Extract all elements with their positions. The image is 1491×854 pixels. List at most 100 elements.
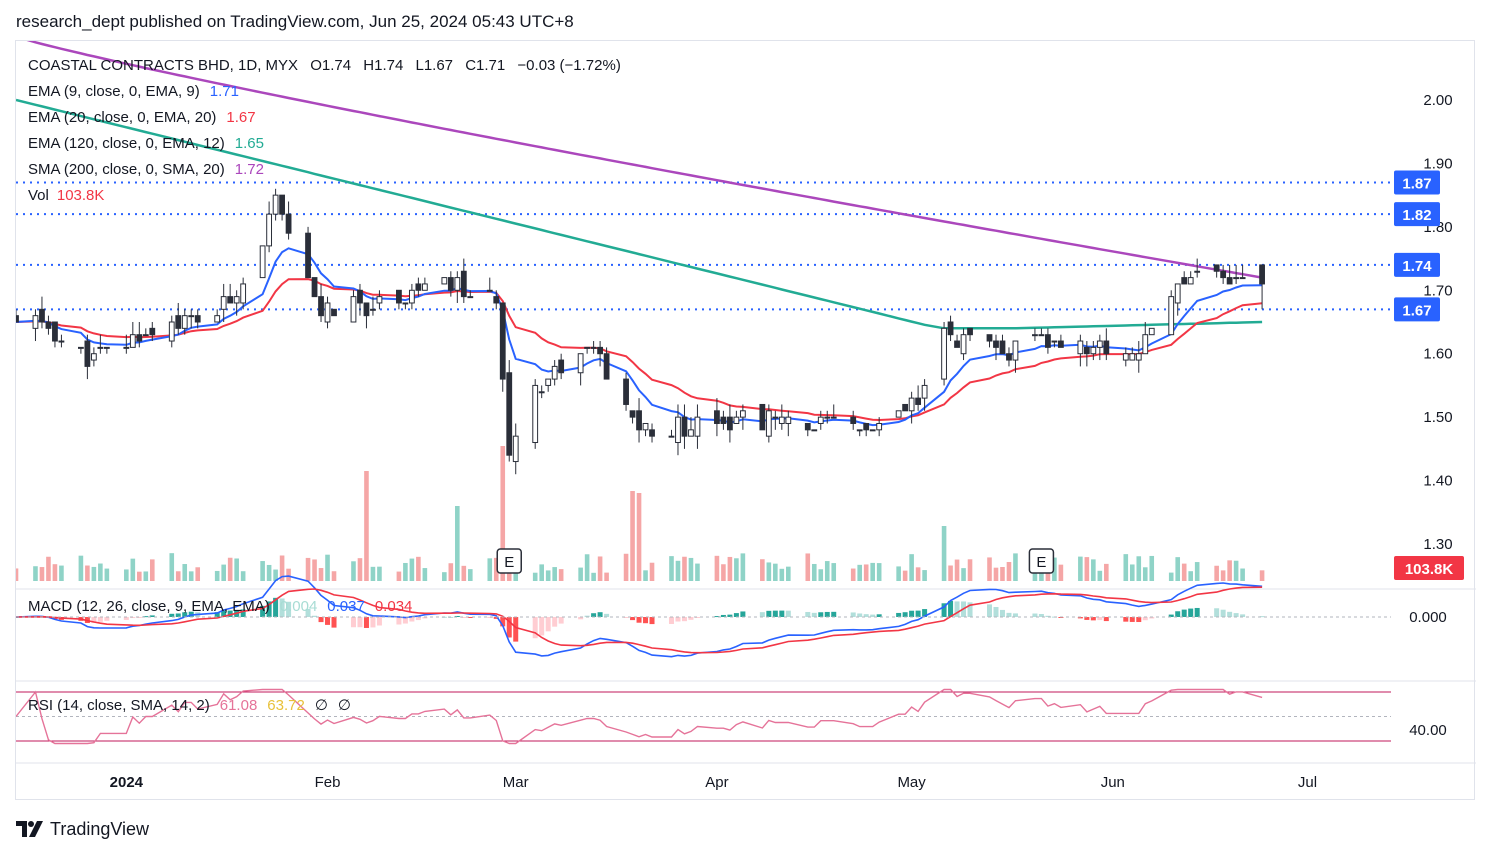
macd-hist-bar xyxy=(597,612,603,617)
candle-body xyxy=(331,308,337,317)
volume-bar xyxy=(558,569,564,581)
macd-hist-bar xyxy=(493,617,499,619)
candle-body xyxy=(1096,340,1103,348)
candle-body xyxy=(558,359,565,374)
macd-hist-bar xyxy=(1045,615,1051,617)
candle-body xyxy=(629,410,636,418)
volume-bar xyxy=(143,571,149,581)
macd-hist-bar xyxy=(350,617,356,628)
volume-bar xyxy=(364,471,369,581)
ema20-value: 1.67 xyxy=(226,109,255,126)
candle-body xyxy=(168,321,175,342)
volume-bar xyxy=(675,560,681,581)
candle-body xyxy=(1045,334,1051,348)
legend-change: −0.03 (−1.72%) xyxy=(517,57,620,74)
macd-hist-bar xyxy=(643,617,649,624)
candle-body xyxy=(78,346,84,349)
sma200-line xyxy=(15,35,1263,279)
candle-body xyxy=(947,321,954,336)
candle-body xyxy=(1057,340,1064,348)
candle-body xyxy=(856,429,863,432)
volume-bar xyxy=(863,564,869,581)
candle-body xyxy=(967,327,973,336)
volume-bar xyxy=(623,553,629,581)
macd-hist-bar xyxy=(818,612,824,617)
macd-signal-line xyxy=(15,586,1263,654)
moving-average-lines xyxy=(15,35,1263,427)
volume-bar xyxy=(727,556,733,581)
volume-bar xyxy=(1188,571,1193,581)
candle-body xyxy=(584,346,591,349)
macd-hist-bar xyxy=(967,602,973,617)
level-price-label: 1.82 xyxy=(1402,207,1431,224)
macd-hist-bar xyxy=(623,617,629,618)
macd-hist-bar xyxy=(214,612,220,617)
macd-hist-bar xyxy=(688,617,694,620)
macd-hist-bar xyxy=(182,612,188,617)
macd-hist-bar xyxy=(1194,607,1200,617)
macd-line xyxy=(15,575,1263,658)
macd-hist-bar xyxy=(1038,613,1044,617)
volume-bar xyxy=(948,565,953,581)
macd-hist-bar xyxy=(487,617,493,618)
volume-bar xyxy=(279,555,285,581)
volume-bar xyxy=(409,558,415,581)
candles xyxy=(13,188,1265,475)
candle-body xyxy=(1077,340,1084,355)
macd-hist-bar xyxy=(415,617,421,621)
macd-hist-bar xyxy=(376,617,382,626)
candle-body xyxy=(1239,277,1246,280)
price-tick-label: 1.50 xyxy=(1423,409,1452,426)
macd-hist-bar xyxy=(954,601,960,617)
macd-hist-bar xyxy=(1188,608,1194,617)
volume-bar xyxy=(286,568,291,581)
candle-body xyxy=(1233,277,1240,280)
macd-hist-bar xyxy=(915,610,921,617)
candle-body xyxy=(357,289,363,304)
candle-body xyxy=(636,410,642,431)
volume-bar xyxy=(811,563,817,581)
macd-hist-bar xyxy=(169,613,175,617)
candle-body xyxy=(778,416,785,424)
axes: 2.001.901.801.701.601.501.401.301.871.82… xyxy=(16,92,1476,791)
volume-bar xyxy=(896,566,901,581)
macd-hist-bar xyxy=(811,612,817,617)
level-price-tag xyxy=(1394,202,1440,227)
macd-hist-bar xyxy=(500,617,506,627)
volume-bar xyxy=(870,562,875,581)
macd-hist-bar xyxy=(461,617,467,618)
rsi-legend: RSI (14, close, SMA, 14, 2) 61.08 63.72 ∅ ∅ xyxy=(28,697,351,714)
rsi-ma-value: 63.72 xyxy=(267,697,305,714)
candle-body xyxy=(714,410,720,424)
macd-hist-bar xyxy=(1220,609,1226,617)
candle-body xyxy=(240,283,247,304)
candle-body xyxy=(532,384,539,444)
volume-bar xyxy=(39,567,45,581)
volume-bar xyxy=(1142,567,1148,581)
volume-bar xyxy=(1013,553,1018,581)
publisher-header: research_dept published on TradingView.c… xyxy=(16,12,574,31)
macd-hist-bar xyxy=(857,613,863,617)
volume-bar xyxy=(876,563,882,581)
volume-bar xyxy=(714,555,720,581)
macd-hist-bar xyxy=(675,617,681,622)
last-volume-tag xyxy=(1394,556,1464,580)
macd-hist-bar xyxy=(948,600,954,617)
candle-body xyxy=(142,334,149,337)
volume-bar xyxy=(1175,557,1181,581)
price-tick-label: 1.70 xyxy=(1423,282,1452,299)
volume-bar xyxy=(688,557,694,581)
volume-bars xyxy=(13,446,1265,581)
volume-bar xyxy=(1091,559,1096,581)
macd-hist-bar xyxy=(370,617,376,628)
candle-body xyxy=(623,378,629,405)
macd-hist-bar xyxy=(545,617,551,632)
macd-hist-bar xyxy=(130,617,136,619)
candle-body xyxy=(84,340,91,367)
volume-bar xyxy=(266,564,272,581)
macd-hist-bar xyxy=(1103,617,1109,622)
volume-bar xyxy=(1149,555,1155,581)
